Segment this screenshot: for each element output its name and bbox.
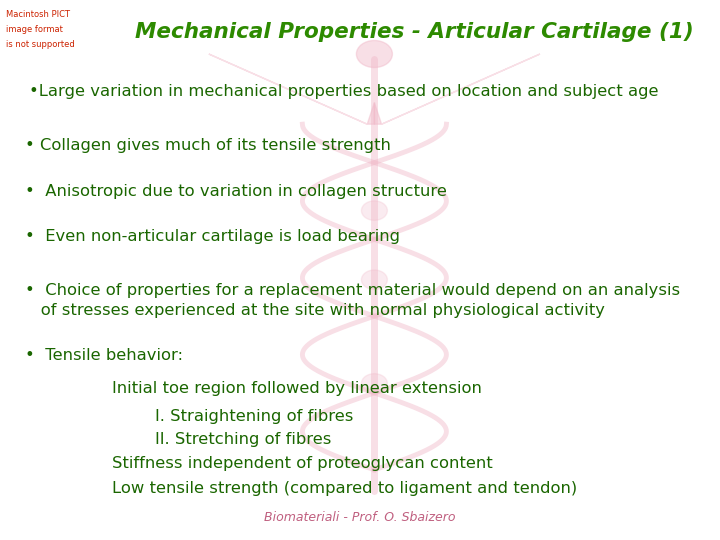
Polygon shape xyxy=(209,54,374,124)
Polygon shape xyxy=(374,54,540,124)
Text: •  Tensile behavior:: • Tensile behavior: xyxy=(25,348,183,363)
Text: II. Stretching of fibres: II. Stretching of fibres xyxy=(155,432,331,447)
Text: Low tensile strength (compared to ligament and tendon): Low tensile strength (compared to ligame… xyxy=(112,481,577,496)
Text: I. Straightening of fibres: I. Straightening of fibres xyxy=(155,409,354,424)
Text: image format: image format xyxy=(6,25,63,34)
Circle shape xyxy=(361,270,387,289)
Text: Biomateriali - Prof. O. Sbaizero: Biomateriali - Prof. O. Sbaizero xyxy=(264,511,456,524)
Text: Mechanical Properties - Articular Cartilage (1): Mechanical Properties - Articular Cartil… xyxy=(135,22,693,42)
Circle shape xyxy=(361,201,387,220)
Text: •  Even non-articular cartilage is load bearing: • Even non-articular cartilage is load b… xyxy=(25,230,400,245)
Text: is not supported: is not supported xyxy=(6,40,74,49)
Text: Macintosh PICT: Macintosh PICT xyxy=(6,10,70,19)
Text: •  Anisotropic due to variation in collagen structure: • Anisotropic due to variation in collag… xyxy=(25,184,447,199)
Text: • Collagen gives much of its tensile strength: • Collagen gives much of its tensile str… xyxy=(25,138,391,153)
Text: •  Choice of properties for a replacement material would depend on an analysis
 : • Choice of properties for a replacement… xyxy=(25,284,680,318)
Text: •Large variation in mechanical properties based on location and subject age: •Large variation in mechanical propertie… xyxy=(29,84,658,99)
Text: Initial toe region followed by linear extension: Initial toe region followed by linear ex… xyxy=(112,381,482,396)
Circle shape xyxy=(356,40,392,68)
Text: Stiffness independent of proteoglycan content: Stiffness independent of proteoglycan co… xyxy=(112,456,492,471)
Circle shape xyxy=(361,374,387,393)
